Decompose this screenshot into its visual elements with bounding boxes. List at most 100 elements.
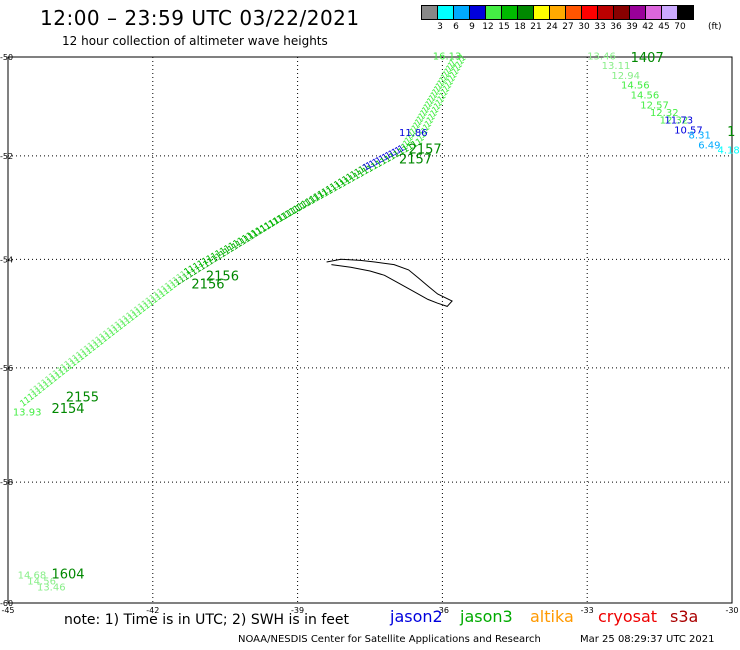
track-swh-mark: 1	[61, 364, 71, 375]
track-swh-mark: 1	[32, 384, 42, 395]
swh-label: 13.93	[13, 408, 42, 419]
track-swh-mark: 1	[148, 293, 158, 304]
track-swh-mark: 1	[236, 236, 246, 247]
track-swh-mark: 1	[341, 174, 351, 185]
lat-tick-label: -58	[0, 478, 13, 487]
track-swh-mark: 1	[117, 317, 127, 328]
track-swh-mark: 1	[431, 105, 441, 116]
color-scale-label: 39	[626, 22, 638, 32]
track-swh-mark: 1	[337, 177, 347, 188]
track-swh-mark: 1	[436, 78, 446, 89]
track-swh-mark: 1	[427, 112, 437, 123]
track-swh-mark: 1	[46, 376, 56, 387]
track-swh-mark: 1	[374, 155, 384, 166]
track-swh-mark: 1	[312, 193, 322, 204]
track-swh-mark: 1	[152, 290, 162, 301]
track-swh-mark: 1	[307, 196, 317, 207]
track-swh-mark: 1	[440, 72, 450, 83]
color-scale-label: 21	[530, 22, 542, 32]
track-swh-mark: 1	[192, 261, 202, 272]
satellite-legend-item: altika	[530, 607, 574, 626]
track-swh-mark: 1	[353, 167, 363, 178]
track-swh-mark: 1	[436, 94, 446, 105]
track-swh-mark: 1	[177, 274, 187, 285]
map-frame	[7, 56, 733, 604]
swh-label: 12.32	[650, 108, 679, 119]
lat-tick-label: -56	[0, 364, 13, 373]
track-swh-mark: 1	[258, 223, 268, 234]
track-swh-mark: 1	[210, 254, 220, 265]
track-swh-mark: 1	[245, 231, 255, 242]
footer-credit: NOAA/NESDIS Center for Satellite Applica…	[238, 634, 541, 645]
track-swh-mark: 1	[107, 328, 117, 339]
track-swh-mark: 1	[55, 365, 65, 376]
track-swh-mark: 1	[352, 171, 362, 182]
track-swh-mark: 1	[171, 275, 181, 286]
swh-label: 13.46	[37, 583, 66, 594]
track-swh-mark: 1	[230, 241, 240, 252]
track-swh-mark: 1	[334, 181, 344, 192]
track-swh-mark: 1	[100, 334, 110, 345]
color-scale-label: 36	[610, 22, 622, 32]
track-swh-mark: 1	[312, 191, 322, 202]
color-scale-label: 24	[546, 22, 558, 32]
track-swh-mark: 1	[438, 91, 448, 102]
track-swh-mark: 1	[96, 337, 106, 348]
track-swh-mark: 1	[28, 387, 38, 398]
track-swh-mark: 1	[57, 367, 67, 378]
track-swh-mark: 1	[445, 77, 455, 88]
track-swh-mark: 1	[333, 179, 343, 190]
track-swh-mark: 1	[429, 90, 439, 101]
track-swh-mark: 1	[38, 383, 48, 394]
track-swh-mark: 1	[361, 162, 371, 173]
track-swh-mark: 1	[304, 196, 314, 207]
lon-tick-label: -30	[725, 606, 738, 615]
track-swh-mark: 1	[69, 358, 79, 369]
track-swh-mark: 1	[290, 206, 300, 217]
track-swh-mark: 1	[227, 241, 237, 252]
track-swh-mark: 1	[357, 165, 367, 176]
track-swh-mark: 1	[390, 147, 400, 158]
time-label: 2155	[66, 390, 99, 405]
track-swh-mark: 1	[381, 152, 391, 163]
track-swh-mark: 1	[232, 238, 242, 249]
lon-tick-label: -36	[436, 606, 449, 615]
track-swh-mark: 1	[26, 392, 36, 403]
track-swh-mark: 1	[119, 319, 129, 330]
track-swh-mark: 1	[223, 243, 233, 254]
track-swh-mark: 1	[443, 80, 453, 91]
track-swh-mark: 1	[279, 211, 289, 222]
track-swh-mark: 1	[440, 87, 450, 98]
track-swh-mark: 1	[454, 60, 464, 71]
track-swh-mark: 1	[419, 108, 429, 119]
track-swh-mark: 1	[218, 246, 228, 257]
page-title: 12:00 – 23:59 UTC 03/22/2021	[40, 6, 360, 30]
time-label: 2157	[409, 142, 442, 157]
track-swh-mark: 1	[243, 234, 253, 245]
track-swh-mark: 1	[131, 310, 141, 321]
track-swh-mark: 1	[321, 188, 331, 199]
color-scale-label: 3	[437, 22, 443, 32]
track-swh-mark: 1	[121, 314, 131, 325]
track-swh-mark: 1	[410, 124, 420, 135]
color-scale-label: 9	[469, 22, 475, 32]
time-label: 1	[727, 125, 735, 140]
track-swh-mark: 1	[308, 194, 318, 205]
track-swh-mark: 1	[442, 84, 452, 95]
track-swh-mark: 1	[329, 182, 339, 193]
color-scale-label: 18	[514, 22, 526, 32]
track-swh-mark: 1	[109, 323, 119, 334]
track-swh-mark: 1	[255, 226, 265, 237]
track-swh-mark: 1	[88, 343, 98, 354]
track-swh-mark: 1	[49, 373, 59, 384]
track-swh-mark: 1	[267, 219, 277, 230]
time-label: 2156	[206, 270, 239, 285]
track-swh-mark: 1	[377, 154, 387, 165]
track-swh-mark: 1	[30, 389, 40, 400]
swh-label: 11.73	[664, 115, 693, 126]
track-swh-mark: 1	[448, 58, 458, 69]
color-swatch	[677, 5, 694, 20]
track-swh-mark: 1	[452, 63, 462, 74]
track-swh-mark: 1	[206, 257, 216, 268]
track-swh-mark: 1	[410, 139, 420, 150]
